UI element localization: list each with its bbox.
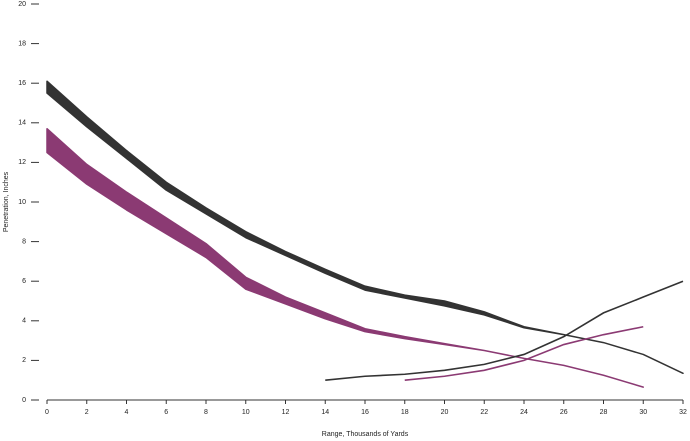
x-tick-label: 8 [204, 409, 208, 416]
x-tick-label: 26 [560, 409, 568, 416]
x-tick-label: 4 [125, 409, 129, 416]
x-tick-label: 24 [520, 409, 528, 416]
x-tick-label: 0 [45, 409, 49, 416]
y-tick-label: 12 [18, 159, 26, 166]
y-tick-label: 4 [22, 318, 26, 325]
y-tick-label: 16 [18, 80, 26, 87]
x-axis-label: Range, Thousands of Yards [322, 431, 409, 438]
y-tick-label: 8 [22, 238, 26, 245]
band [46, 127, 644, 388]
y-tick-label: 20 [18, 1, 26, 8]
y-tick-label: 18 [18, 40, 26, 47]
x-tick-label: 6 [164, 409, 168, 416]
x-tick-label: 14 [321, 409, 329, 416]
x-tick-label: 12 [282, 409, 290, 416]
band [46, 80, 684, 375]
x-tick-label: 10 [242, 409, 250, 416]
x-tick-label: 20 [441, 409, 449, 416]
x-tick-label: 2 [85, 409, 89, 416]
y-tick-label: 6 [22, 278, 26, 285]
y-tick-label: 0 [22, 397, 26, 404]
y-tick-label: 14 [18, 120, 26, 127]
y-axis-label: Penetration, Inches [3, 171, 10, 232]
line [404, 325, 644, 381]
x-tick-label: 18 [401, 409, 409, 416]
y-tick-label: 2 [22, 357, 26, 364]
x-tick-label: 16 [361, 409, 369, 416]
line [325, 280, 684, 381]
x-tick-label: 22 [480, 409, 488, 416]
x-tick-label: 32 [679, 409, 687, 416]
x-tick-label: 28 [600, 409, 608, 416]
x-tick-label: 30 [639, 409, 647, 416]
y-tick-label: 10 [18, 199, 26, 206]
